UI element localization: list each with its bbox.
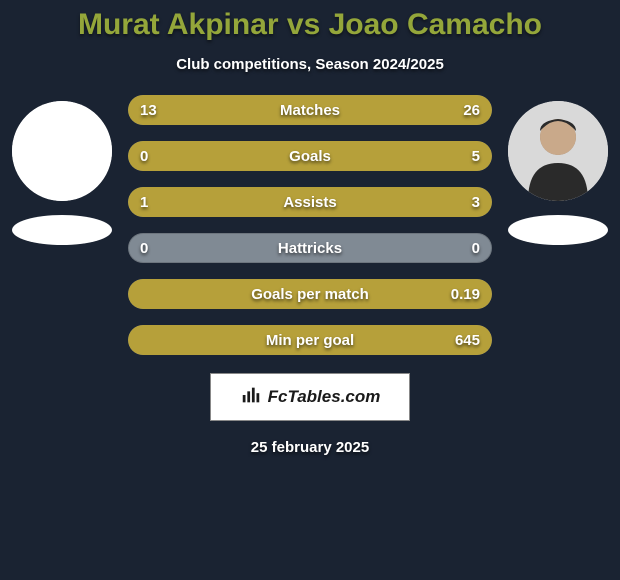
comparison-card: Murat Akpinar vs Joao Camacho Club compe…	[0, 0, 620, 580]
subtitle: Club competitions, Season 2024/2025	[0, 56, 620, 73]
right-player-column	[502, 91, 614, 245]
person-icon	[508, 101, 608, 201]
stat-bar: 1326Matches	[128, 95, 492, 125]
chart-icon	[240, 384, 262, 411]
left-avatar	[12, 101, 112, 201]
stat-bar: 05Goals	[128, 141, 492, 171]
stat-right-value: 0.19	[451, 279, 480, 309]
stat-bar: 0 0Hattricks	[128, 233, 492, 263]
stat-bar: 645Min per goal	[128, 325, 492, 355]
right-avatar	[508, 101, 608, 201]
right-flag	[508, 215, 608, 245]
bar-fill-right	[249, 95, 492, 125]
left-flag	[12, 215, 112, 245]
stat-label: Hattricks	[128, 233, 492, 263]
stat-right-value: 5	[472, 141, 480, 171]
left-player-column	[6, 91, 118, 245]
person-icon	[12, 101, 112, 201]
stat-right-value: 3	[472, 187, 480, 217]
bar-fill	[128, 325, 492, 355]
stat-bar: 0.19Goals per match	[128, 279, 492, 309]
stat-left-value: 0	[140, 233, 148, 263]
stat-right-value: 26	[463, 95, 480, 125]
stat-left-value: 1	[140, 187, 148, 217]
stat-right-value: 0	[472, 233, 480, 263]
stat-bars: 1326Matches05Goals13Assists00Hattricks0.…	[128, 91, 492, 355]
stat-left-value: 0	[140, 141, 148, 171]
stat-left-value: 13	[140, 95, 157, 125]
source-logo: FcTables.com	[210, 373, 410, 421]
bar-fill	[128, 141, 492, 171]
date: 25 february 2025	[0, 439, 620, 456]
bar-fill-right	[219, 187, 492, 217]
main-row: 1326Matches05Goals13Assists00Hattricks0.…	[0, 91, 620, 355]
logo-text: FcTables.com	[268, 387, 381, 407]
bar-fill	[128, 279, 492, 309]
stat-right-value: 645	[455, 325, 480, 355]
stat-bar: 13Assists	[128, 187, 492, 217]
page-title: Murat Akpinar vs Joao Camacho	[0, 8, 620, 42]
